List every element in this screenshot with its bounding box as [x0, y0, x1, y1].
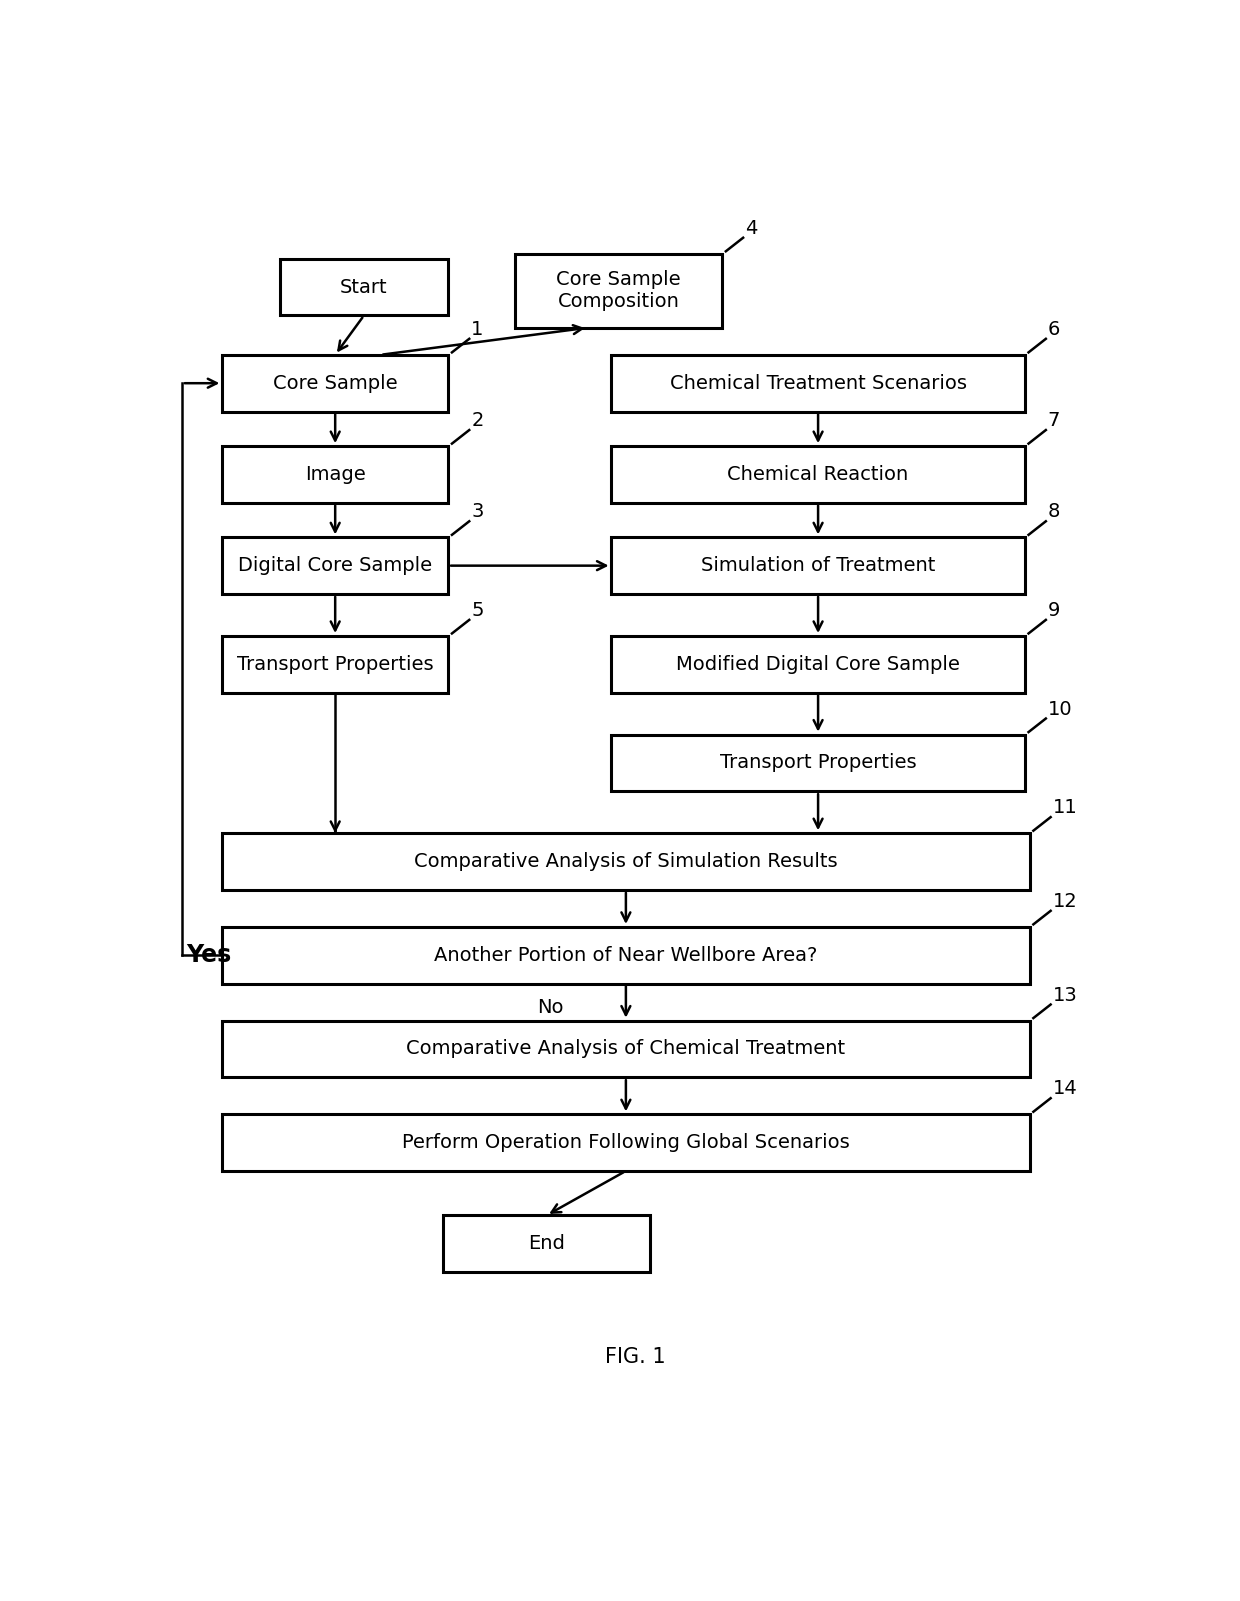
Text: Comparative Analysis of Chemical Treatment: Comparative Analysis of Chemical Treatme…	[407, 1039, 846, 1058]
Text: Digital Core Sample: Digital Core Sample	[238, 556, 433, 575]
Text: Transport Properties: Transport Properties	[237, 655, 434, 674]
Text: Modified Digital Core Sample: Modified Digital Core Sample	[676, 655, 960, 674]
Text: Core Sample: Core Sample	[273, 373, 398, 392]
Text: No: No	[537, 999, 564, 1017]
Text: 7: 7	[1048, 411, 1060, 431]
Text: 10: 10	[1048, 700, 1073, 719]
Text: 6: 6	[1048, 320, 1060, 339]
FancyBboxPatch shape	[444, 1215, 650, 1273]
Text: Simulation of Treatment: Simulation of Treatment	[701, 556, 935, 575]
Text: End: End	[528, 1234, 565, 1254]
FancyBboxPatch shape	[611, 355, 1024, 411]
Text: Chemical Treatment Scenarios: Chemical Treatment Scenarios	[670, 373, 967, 392]
Text: 5: 5	[471, 600, 484, 620]
Text: Transport Properties: Transport Properties	[719, 754, 916, 772]
Text: Image: Image	[305, 464, 366, 484]
FancyBboxPatch shape	[222, 447, 448, 503]
FancyBboxPatch shape	[611, 735, 1024, 791]
Text: 12: 12	[1053, 892, 1078, 911]
FancyBboxPatch shape	[222, 538, 448, 594]
Text: Core Sample
Composition: Core Sample Composition	[557, 271, 681, 311]
Text: 8: 8	[1048, 503, 1060, 522]
FancyBboxPatch shape	[611, 447, 1024, 503]
Text: 13: 13	[1053, 986, 1078, 1004]
Text: Yes: Yes	[186, 943, 231, 967]
FancyBboxPatch shape	[222, 636, 448, 693]
Text: FIG. 1: FIG. 1	[605, 1346, 666, 1367]
Text: 14: 14	[1053, 1079, 1078, 1098]
Text: Comparative Analysis of Simulation Results: Comparative Analysis of Simulation Resul…	[414, 852, 838, 871]
Text: 1: 1	[471, 320, 484, 339]
Text: Another Portion of Near Wellbore Area?: Another Portion of Near Wellbore Area?	[434, 946, 817, 965]
FancyBboxPatch shape	[611, 636, 1024, 693]
FancyBboxPatch shape	[222, 1020, 1029, 1077]
Text: 3: 3	[471, 503, 484, 522]
Text: 9: 9	[1048, 600, 1060, 620]
FancyBboxPatch shape	[222, 833, 1029, 890]
Text: Chemical Reaction: Chemical Reaction	[728, 464, 909, 484]
Text: Start: Start	[340, 277, 388, 296]
FancyBboxPatch shape	[222, 1114, 1029, 1170]
FancyBboxPatch shape	[222, 355, 448, 411]
Text: 2: 2	[471, 411, 484, 431]
FancyBboxPatch shape	[280, 259, 448, 315]
Text: 11: 11	[1053, 799, 1078, 817]
FancyBboxPatch shape	[611, 538, 1024, 594]
FancyBboxPatch shape	[222, 927, 1029, 983]
FancyBboxPatch shape	[516, 253, 722, 328]
Text: 4: 4	[745, 219, 758, 237]
Text: Perform Operation Following Global Scenarios: Perform Operation Following Global Scena…	[402, 1134, 849, 1153]
